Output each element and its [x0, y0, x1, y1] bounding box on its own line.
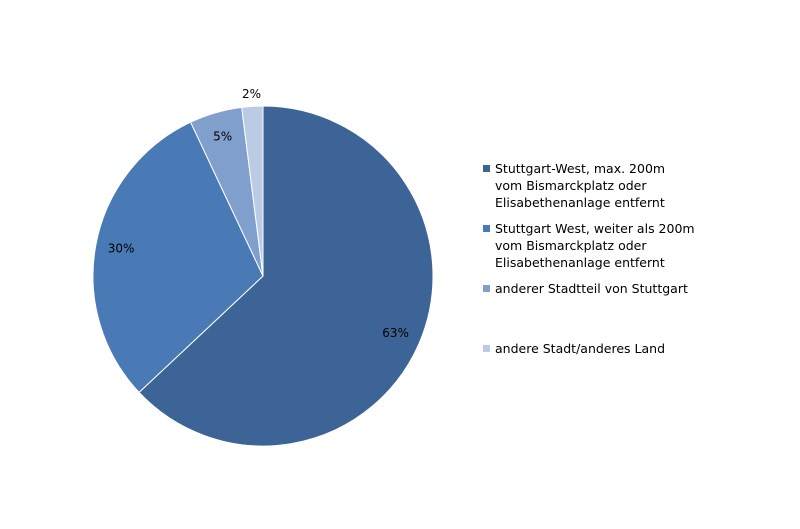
data-label: 2% [242, 87, 261, 101]
legend-label: Stuttgart West, weiter als 200m vom Bism… [495, 221, 695, 270]
data-label: 5% [213, 130, 232, 144]
pie-slice [92, 121, 264, 394]
legend-item: andere Stadt/anderes Land [483, 340, 693, 400]
legend-swatch [483, 345, 490, 352]
legend-label: Stuttgart-West, max. 200m vom Bismarckpl… [495, 161, 666, 210]
legend-label: andere Stadt/anderes Land [495, 341, 666, 356]
legend-swatch [483, 285, 490, 292]
legend-swatch [483, 225, 490, 232]
pie-slice [241, 105, 264, 277]
legend-label: anderer Stadtteil von Stuttgart [495, 281, 688, 296]
legend-item: anderer Stadtteil von Stuttgart [483, 280, 693, 340]
data-label: 63% [382, 326, 409, 340]
legend-item: Stuttgart West, weiter als 200m vom Bism… [483, 220, 695, 280]
data-label: 30% [108, 241, 135, 255]
legend: Stuttgart-West, max. 200m vom Bismarckpl… [483, 160, 695, 400]
legend-swatch [483, 165, 490, 172]
pie-slice [138, 105, 434, 447]
legend-item: Stuttgart-West, max. 200m vom Bismarckpl… [483, 160, 693, 220]
